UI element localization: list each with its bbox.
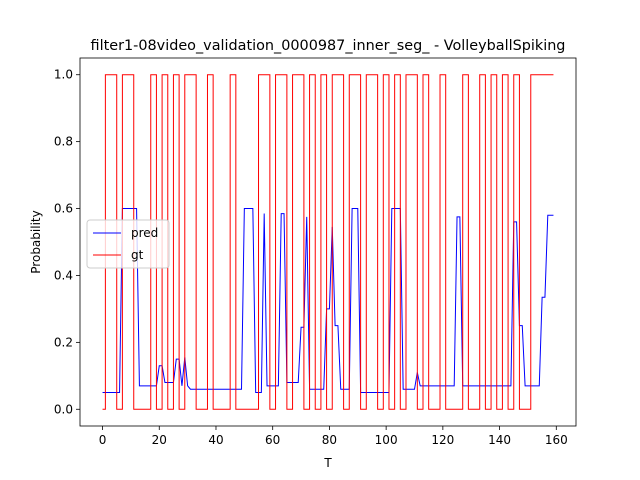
x-tick-label: 0	[99, 433, 107, 447]
x-tick-label: 160	[545, 433, 568, 447]
x-tick-label: 140	[488, 433, 511, 447]
legend-label: gt	[131, 248, 144, 262]
y-tick-label: 0.6	[54, 202, 73, 216]
plot-frame	[79, 57, 577, 427]
x-tick-label: 80	[322, 433, 337, 447]
chart-title: filter1-08video_validation_0000987_inner…	[91, 38, 566, 54]
y-axis-label: Probability	[29, 210, 43, 273]
x-tick-label: 100	[375, 433, 398, 447]
y-tick-label: 0.8	[54, 135, 73, 149]
legend-label: pred	[131, 226, 158, 240]
x-tick-label: 120	[431, 433, 454, 447]
x-tick-label: 40	[208, 433, 223, 447]
series-line	[102, 74, 554, 410]
y-tick-label: 0.0	[54, 402, 73, 416]
y-tick-label: 0.4	[54, 268, 73, 282]
x-tick-label: 20	[152, 433, 167, 447]
legend-box	[86, 219, 170, 269]
y-tick-label: 1.0	[54, 68, 73, 82]
x-tick-label: 60	[265, 433, 280, 447]
y-tick-label: 0.2	[54, 335, 73, 349]
x-axis-label: T	[323, 456, 332, 470]
series-line	[102, 208, 554, 394]
